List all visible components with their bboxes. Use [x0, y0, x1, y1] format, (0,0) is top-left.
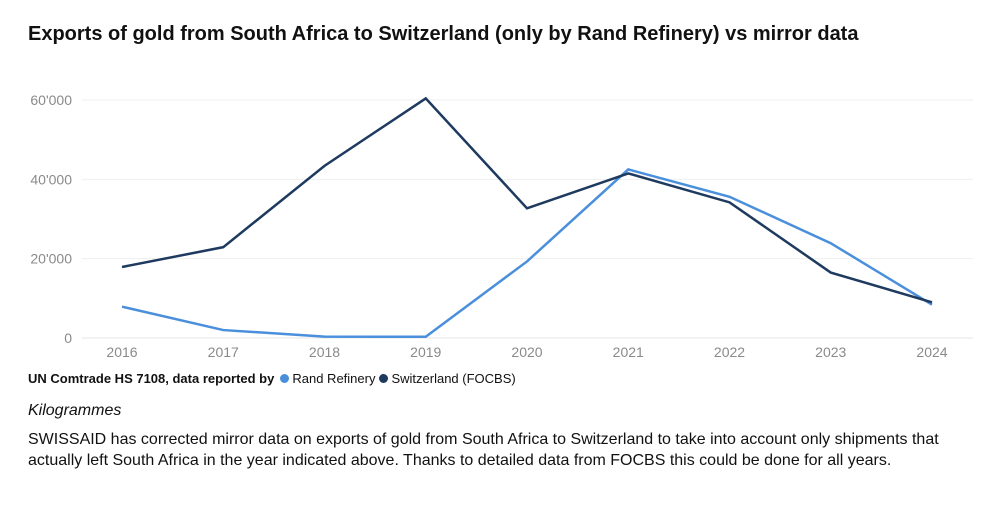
gridlines	[82, 99, 973, 339]
data-point[interactable]	[220, 244, 226, 250]
line-chart: 0 20'000 40'000 60'000 2016 2017 2018 2019 2020…	[30, 92, 973, 360]
data-point[interactable]	[119, 304, 125, 310]
series-line-rand-refinery[interactable]	[121, 168, 933, 339]
x-tick-label: 2021	[613, 344, 644, 360]
x-axis: 2016 2017 2018 2019 2020 2021 2022 2023 2024	[106, 344, 947, 360]
data-point[interactable]	[524, 205, 530, 211]
legend-item-switzerland[interactable]: Switzerland (FOCBS)	[379, 371, 516, 386]
footnote: SWISSAID has corrected mirror data on ex…	[28, 431, 939, 469]
y-axis: 0 20'000 40'000 60'000	[30, 92, 72, 346]
data-point[interactable]	[119, 264, 125, 270]
data-point[interactable]	[828, 240, 834, 246]
data-point[interactable]	[322, 334, 328, 340]
data-point[interactable]	[929, 299, 935, 305]
legend-title: UN Comtrade HS 7108, data reported by	[28, 371, 275, 386]
legend-label: Rand Refinery	[292, 371, 376, 386]
y-tick-label: 0	[64, 330, 72, 346]
x-tick-label: 2018	[309, 344, 340, 360]
x-tick-label: 2022	[714, 344, 745, 360]
legend: UN Comtrade HS 7108, data reported by Ra…	[28, 371, 520, 386]
data-point[interactable]	[727, 194, 733, 200]
x-tick-label: 2019	[410, 344, 441, 360]
legend-item-rand-refinery[interactable]: Rand Refinery	[280, 371, 375, 386]
x-tick-label: 2020	[511, 344, 542, 360]
data-point[interactable]	[625, 170, 631, 176]
data-point[interactable]	[322, 163, 328, 169]
legend-dot-icon	[379, 374, 389, 383]
y-tick-label: 40'000	[30, 171, 72, 187]
y-tick-label: 20'000	[30, 251, 72, 267]
chart-title: Exports of gold from South Africa to Swi…	[28, 23, 859, 45]
x-tick-label: 2016	[106, 344, 137, 360]
y-tick-label: 60'000	[30, 92, 72, 108]
data-point[interactable]	[524, 258, 530, 264]
x-tick-label: 2024	[916, 344, 947, 360]
data-point[interactable]	[727, 199, 733, 205]
unit-label: Kilogrammes	[28, 402, 122, 419]
series-line-switzerland-focbs[interactable]	[121, 96, 933, 304]
x-tick-label: 2017	[208, 344, 239, 360]
series-lines	[119, 95, 935, 340]
legend-label: Switzerland (FOCBS)	[391, 371, 516, 386]
data-point[interactable]	[423, 95, 429, 101]
legend-dot-icon	[280, 374, 290, 383]
x-tick-label: 2023	[815, 344, 846, 360]
data-point[interactable]	[423, 334, 429, 340]
data-point[interactable]	[220, 327, 226, 333]
data-point[interactable]	[828, 270, 834, 276]
